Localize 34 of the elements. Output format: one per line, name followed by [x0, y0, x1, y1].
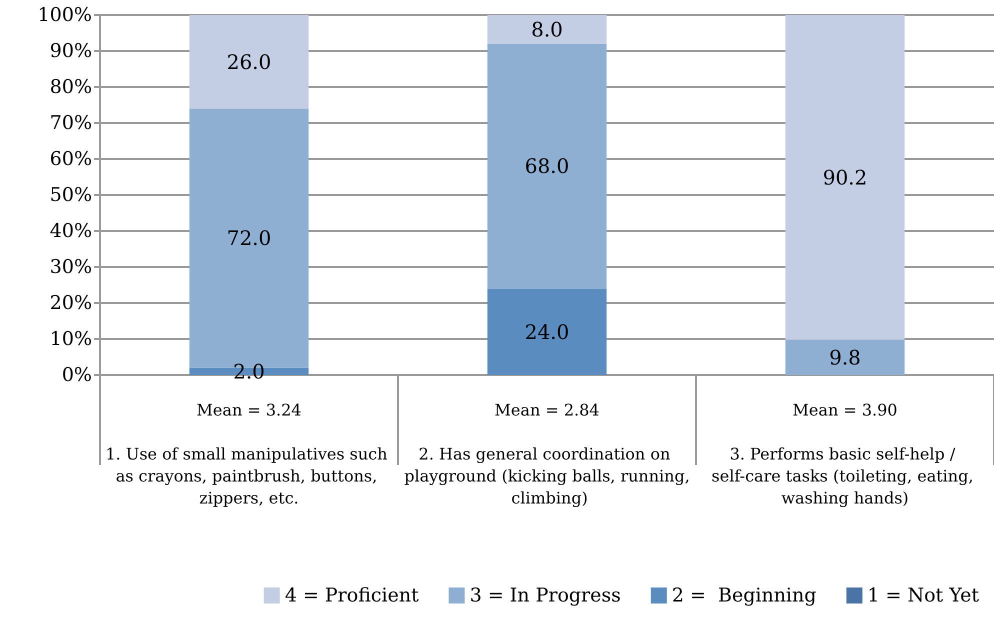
y-tick-label: 10% — [50, 328, 92, 350]
y-tick-label: 30% — [50, 256, 92, 278]
data-label: 68.0 — [524, 154, 570, 178]
x-tick-label: 3. Performs basic self-help / self-care tasks (toileting, eating, washing hands) — [712, 444, 978, 508]
bar — [487, 288, 607, 375]
data-label: 9.8 — [829, 345, 861, 370]
text: Mean = 3.90 — [792, 400, 898, 420]
y-tick-label: 70% — [50, 112, 92, 134]
bar — [487, 44, 607, 289]
y-tick-label: 100% — [38, 4, 92, 26]
text: Mean = 3.24 — [196, 400, 302, 420]
x-tick-label: 1. Use of small manipulatives such as crayons, paintbrush, buttons, zippers, etc. — [105, 444, 393, 508]
y-tick-label: 90% — [50, 40, 92, 62]
bar — [487, 15, 607, 44]
text: Mean = 2.84 — [494, 400, 600, 420]
data-label: 24.0 — [524, 320, 570, 344]
legend-label: 3 = In Progress — [470, 584, 621, 606]
data-label: 26.0 — [226, 50, 272, 74]
bar — [189, 15, 309, 109]
bar — [785, 15, 905, 340]
y-tick-label: 50% — [50, 184, 92, 206]
y-tick-label: 80% — [50, 76, 92, 98]
legend-label: 4 = Proficient — [284, 584, 420, 606]
data-label: 90.2 — [822, 165, 868, 190]
y-tick-label: 20% — [50, 292, 92, 314]
data-label: 8.0 — [531, 17, 563, 42]
x-tick-label: 2. Has general coordination on playground (kicking balls, running, climbing) — [404, 444, 690, 508]
bar — [785, 340, 905, 375]
y-tick-label: 60% — [50, 148, 92, 170]
y-tick-label: 0% — [62, 364, 92, 386]
legend-label: 1 = Not Yet — [867, 584, 980, 606]
data-label: 72.0 — [226, 226, 272, 250]
legend-label: 2 = Beginning — [672, 584, 816, 606]
y-tick-label: 40% — [50, 220, 92, 242]
